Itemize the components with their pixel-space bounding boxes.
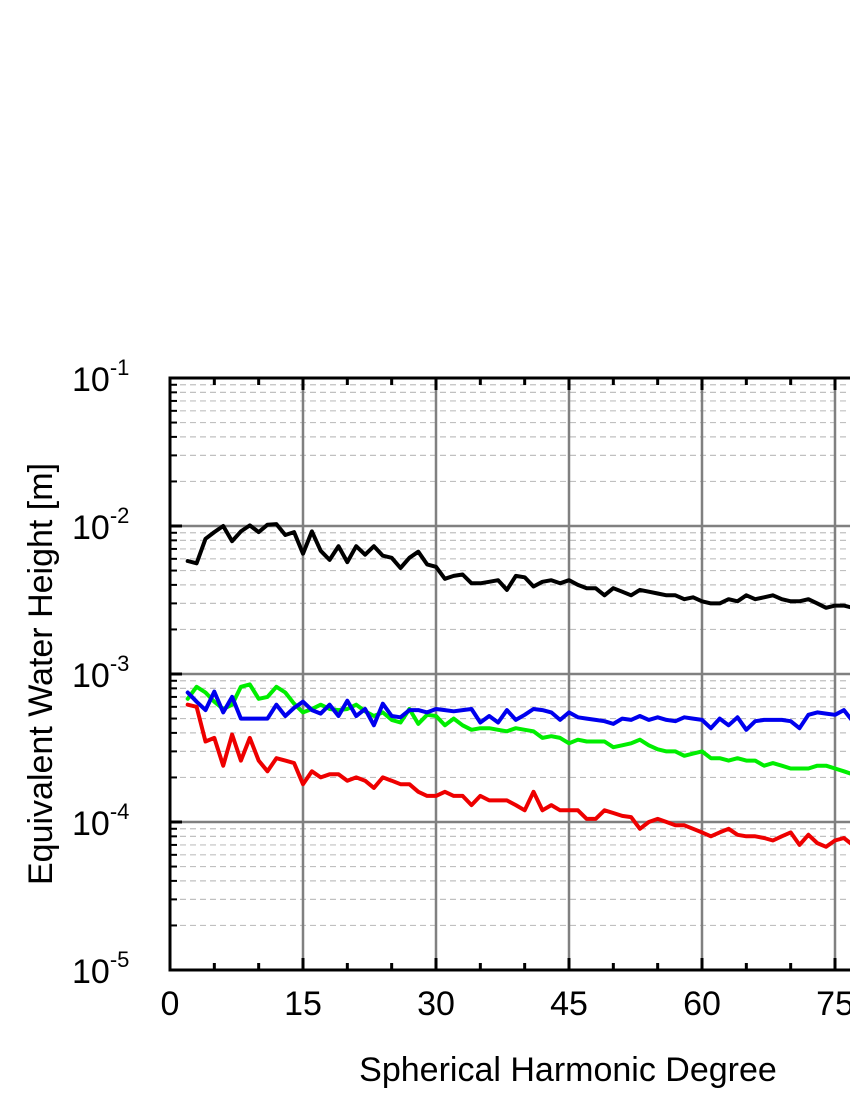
axis-ticks [168, 376, 837, 972]
x-tick-label: 45 [550, 985, 588, 1023]
series-line-4 [185, 702, 850, 849]
y-tick-exponent: -3 [110, 651, 130, 676]
y-tick-exponent: -4 [110, 799, 130, 824]
major-gridlines [170, 378, 850, 970]
y-tick-label: 10-3 [72, 651, 129, 695]
y-tick-exponent: -1 [110, 355, 130, 380]
data-series [185, 522, 850, 849]
series-line-3 [185, 689, 850, 732]
series-line-2 [185, 682, 850, 776]
y-tick-exponent: -5 [110, 947, 130, 972]
y-axis-title: Equivalent Water Height [m] [22, 463, 60, 885]
x-tick-label: 60 [683, 985, 721, 1023]
y-tick-exponent: -2 [110, 503, 130, 528]
y-tick-label: 10-2 [72, 503, 129, 547]
x-tick-label: 0 [161, 985, 180, 1023]
y-tick-label: 10-4 [72, 799, 129, 843]
y-tick-label: 10-5 [72, 947, 129, 991]
x-tick-label: 15 [284, 985, 322, 1023]
x-tick-label: 75 [816, 985, 850, 1023]
x-tick-label: 30 [417, 985, 455, 1023]
x-axis-title: Spherical Harmonic Degree [359, 1051, 777, 1089]
y-tick-label: 10-1 [72, 355, 129, 399]
series-line-1 [185, 522, 850, 610]
minor-gridlines [170, 384, 850, 927]
